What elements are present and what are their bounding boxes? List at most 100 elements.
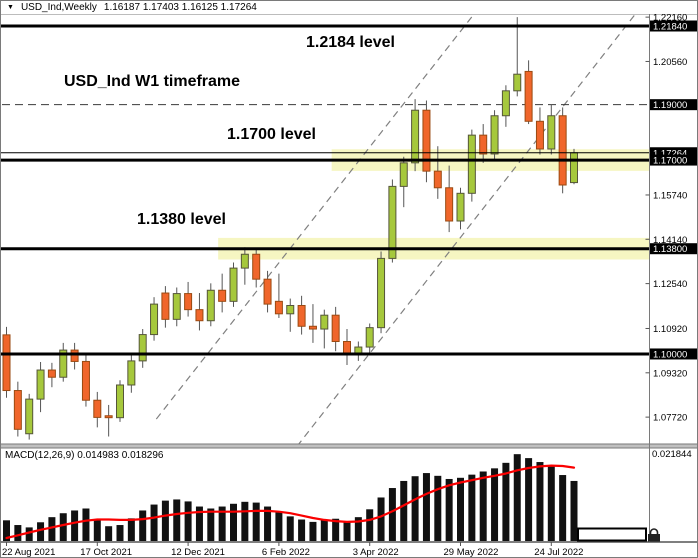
macd-histogram-bar xyxy=(400,480,408,541)
candle-bullish xyxy=(138,334,147,362)
macd-histogram-bar xyxy=(559,475,567,541)
macd-histogram-bar xyxy=(513,454,521,541)
chart-title-bar: ▼ USD_Ind,Weekly 1.16187 1.17403 1.16125… xyxy=(1,1,697,14)
macd-histogram-bar xyxy=(332,518,340,541)
candle-bearish xyxy=(433,170,442,189)
x-axis-label: 22 Aug 2021 xyxy=(2,547,55,558)
trendline-dashed xyxy=(296,1,646,447)
candle-bullish xyxy=(286,304,295,315)
macd-histogram-bar xyxy=(354,517,362,541)
candle-bearish xyxy=(535,120,544,150)
macd-max-label: 0.021844 xyxy=(652,449,692,460)
candle-bullish xyxy=(127,360,136,386)
candle-bullish xyxy=(388,185,397,259)
candle-bullish xyxy=(547,115,556,150)
trendline-dashed xyxy=(155,10,477,420)
macd-histogram-bar xyxy=(275,511,283,541)
candle-bullish xyxy=(365,327,374,348)
macd-histogram-bar xyxy=(366,509,374,541)
macd-histogram-bar xyxy=(547,465,555,541)
y-axis-price-label: 1.21840 xyxy=(653,22,687,33)
candle-bearish xyxy=(218,289,227,302)
x-axis-label: 6 Feb 2022 xyxy=(262,547,310,558)
macd-histogram-bar xyxy=(536,462,544,541)
candle-bearish xyxy=(308,325,317,330)
candle-bullish xyxy=(206,289,215,322)
macd-histogram-bar xyxy=(37,522,45,541)
annotation-level-11700: 1.1700 level xyxy=(227,126,316,143)
macd-histogram-bar xyxy=(25,527,33,541)
candle-bearish xyxy=(81,360,90,401)
candle-bearish xyxy=(558,115,567,186)
candle-bearish xyxy=(331,314,340,343)
candle-bullish xyxy=(490,115,499,155)
candle-bearish xyxy=(445,187,454,222)
scroll-lock-icon[interactable] xyxy=(648,534,660,542)
candle-bullish xyxy=(513,73,522,92)
macd-histogram-bar xyxy=(491,468,499,541)
candle-bullish xyxy=(59,349,68,378)
macd-histogram-bar xyxy=(184,501,192,541)
macd-histogram-bar xyxy=(116,525,124,541)
x-axis-label: 12 Dec 2021 xyxy=(171,547,225,558)
y-axis-label: 1.22160 xyxy=(653,13,687,24)
macd-histogram-bar xyxy=(241,501,249,541)
macd-histogram-bar xyxy=(298,519,306,541)
candle-bullish xyxy=(467,134,476,194)
y-axis-label: 1.10920 xyxy=(653,324,687,335)
y-axis-label-highlight xyxy=(650,154,697,166)
candle-bullish xyxy=(456,192,465,222)
collapse-indicator-icon[interactable]: ▼ xyxy=(7,3,14,11)
candle-bearish xyxy=(263,278,272,305)
candle-bullish xyxy=(36,369,45,400)
macd-histogram-bar xyxy=(105,526,113,541)
candle-bearish xyxy=(195,309,204,322)
candle-bearish xyxy=(252,253,261,280)
x-axis-label: 17 Oct 2021 xyxy=(80,547,132,558)
y-axis-label-highlight xyxy=(650,99,697,111)
macd-histogram-bar xyxy=(479,471,487,541)
macd-histogram-bar xyxy=(388,488,396,541)
symbol-period-label: USD_Ind,Weekly xyxy=(20,2,97,13)
candle-bearish xyxy=(2,334,11,392)
macd-signal-line xyxy=(5,464,576,540)
macd-histogram-bar xyxy=(252,502,260,541)
candle-bearish xyxy=(343,341,351,355)
y-axis-price-label: 1.19000 xyxy=(653,100,687,111)
macd-histogram-bar xyxy=(343,521,351,541)
candle-bullish xyxy=(399,162,408,187)
macd-histogram-bar xyxy=(422,473,430,541)
macd-histogram-bar xyxy=(139,510,147,541)
macd-histogram-bar xyxy=(570,480,578,541)
candle-bearish xyxy=(104,415,113,419)
annotation-level-12184: 1.2184 level xyxy=(306,34,395,51)
macd-histogram-bar xyxy=(502,462,510,541)
candle-bearish xyxy=(161,292,170,320)
candle-bullish xyxy=(229,267,238,302)
scrollbar-thumb[interactable] xyxy=(577,527,647,542)
candle-bearish xyxy=(13,390,22,430)
y-axis-label-highlight xyxy=(650,20,697,32)
panel-separator[interactable] xyxy=(1,444,698,448)
candle-bearish xyxy=(93,399,102,418)
macd-histogram-bar xyxy=(195,506,203,541)
candle-bullish xyxy=(116,384,124,419)
y-axis-price-label: 1.10000 xyxy=(653,349,687,360)
candle-bullish xyxy=(377,257,386,329)
x-axis-label: 3 Apr 2022 xyxy=(353,547,399,558)
macd-histogram-bar xyxy=(457,477,464,541)
candle-bearish xyxy=(422,109,431,172)
candle-bullish xyxy=(240,253,249,269)
candle-bullish xyxy=(570,152,578,184)
ohlc-values: 1.16187 1.17403 1.16125 1.17264 xyxy=(103,2,257,13)
candle-bearish xyxy=(274,300,283,315)
scroll-lock-icon[interactable] xyxy=(649,528,659,534)
macd-histogram-bar xyxy=(207,508,215,541)
macd-histogram-bar xyxy=(309,521,317,541)
macd-histogram-bar xyxy=(377,497,385,541)
y-axis-label: 1.20560 xyxy=(653,57,687,68)
macd-histogram-bar xyxy=(218,506,226,541)
macd-histogram-bar xyxy=(71,510,79,541)
macd-histogram-bar xyxy=(48,517,56,541)
